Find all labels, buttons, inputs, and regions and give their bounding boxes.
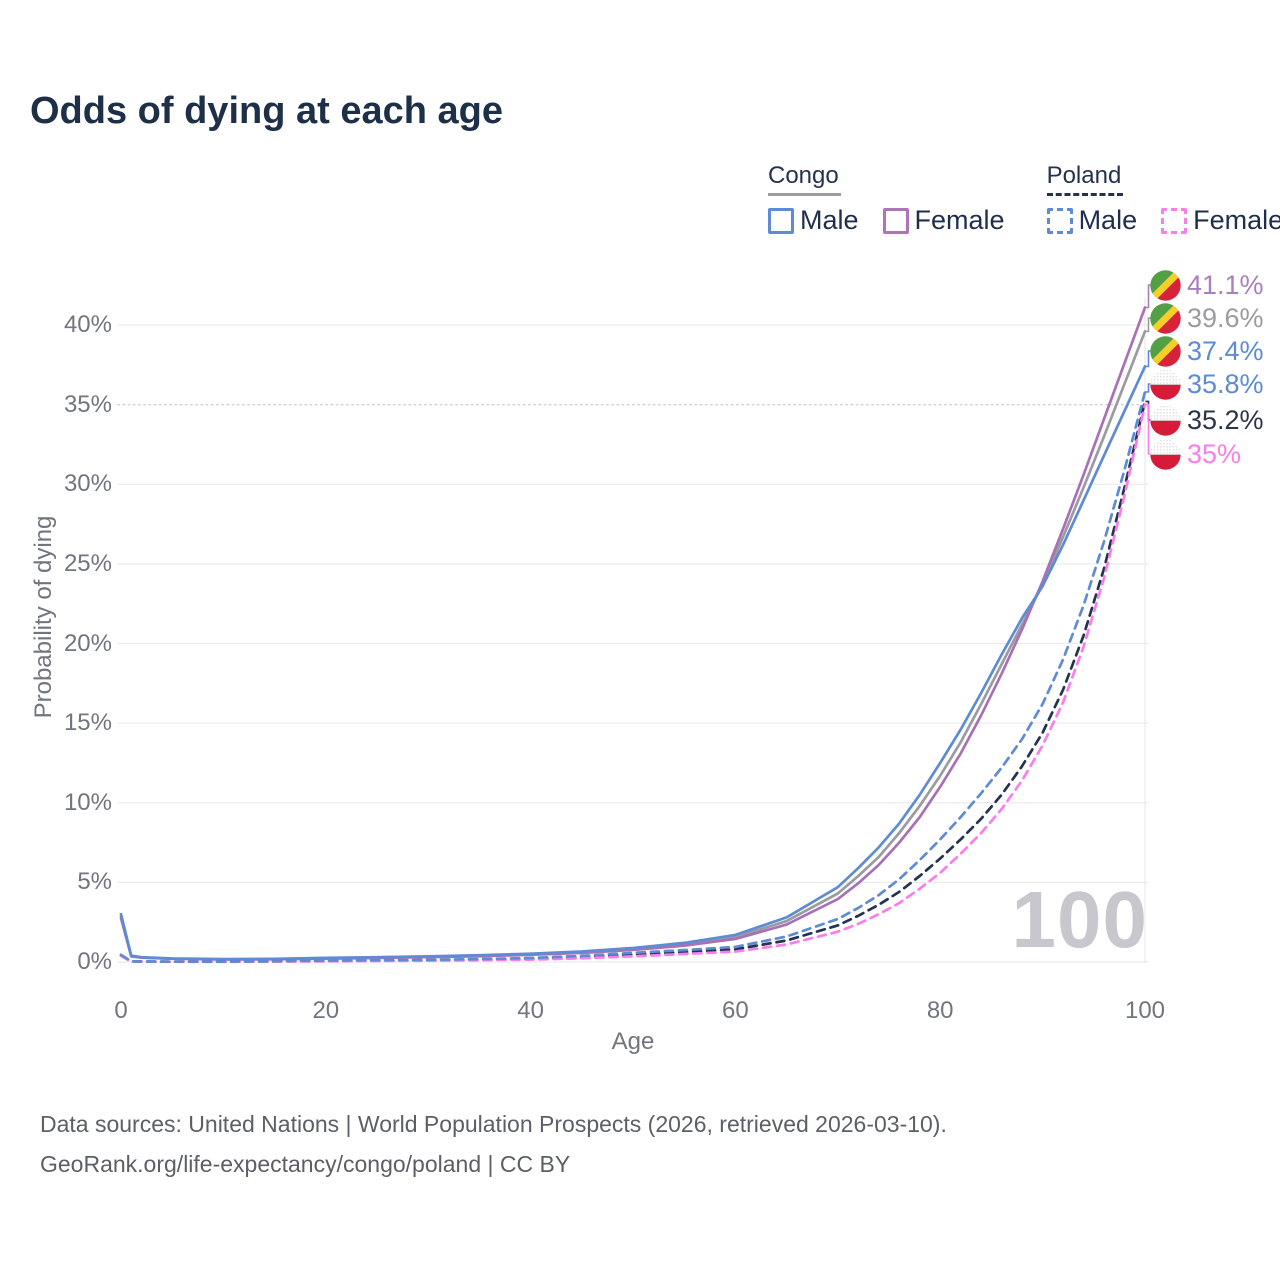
poland-flag-icon bbox=[1150, 438, 1181, 470]
end-label-congo-both: 39.6% bbox=[1150, 301, 1264, 335]
y-tick-label: 5% bbox=[77, 868, 112, 896]
series-line-congo-male bbox=[119, 365, 1147, 961]
footer-sources-line: Data sources: United Nations | World Pop… bbox=[40, 1111, 947, 1137]
y-tick-label: 40% bbox=[63, 311, 112, 338]
end-label-congo-male: 37.4% bbox=[1150, 334, 1264, 368]
end-label-value: 35% bbox=[1187, 438, 1242, 469]
footer-url-line: GeoRank.org/life-expectancy/congo/poland… bbox=[40, 1151, 571, 1177]
legend-group-poland: Poland Male Female bbox=[1046, 162, 1280, 236]
y-tick-label: 30% bbox=[63, 470, 112, 498]
congo-flag-icon bbox=[1150, 335, 1181, 367]
y-axis-title: Probability of dying bbox=[30, 515, 57, 719]
end-label-value: 39.6% bbox=[1187, 302, 1264, 333]
x-tick-label: 0 bbox=[114, 997, 128, 1024]
x-tick-label: 20 bbox=[312, 997, 340, 1024]
legend-item-label: Female bbox=[1193, 205, 1280, 235]
y-tick-label: 0% bbox=[77, 948, 112, 975]
end-label-value: 35.2% bbox=[1187, 404, 1264, 435]
end-label-congo-female: 41.1% bbox=[1150, 268, 1264, 302]
footer: Data sources: United Nations | World Pop… bbox=[40, 1104, 947, 1184]
end-label-leader-line bbox=[1145, 350, 1152, 368]
series-line-poland-both bbox=[119, 400, 1147, 964]
y-tick-label: 20% bbox=[63, 629, 112, 657]
series-line-congo-both bbox=[119, 330, 1147, 961]
congo-male-swatch-icon bbox=[768, 207, 794, 234]
end-label-value: 41.1% bbox=[1187, 269, 1264, 300]
poland-male-swatch-icon bbox=[1046, 207, 1073, 234]
y-tick-label: 35% bbox=[63, 390, 112, 418]
hover-age-watermark: 100 bbox=[1011, 875, 1148, 964]
end-label-poland-female: 35% bbox=[1150, 437, 1241, 471]
y-tick-label: 25% bbox=[63, 549, 112, 577]
poland-flag-icon bbox=[1150, 404, 1181, 436]
end-label-leader-line bbox=[1145, 403, 1152, 455]
poland-female-swatch-icon bbox=[1161, 207, 1188, 234]
end-label-leader-line bbox=[1145, 284, 1152, 309]
end-label-leader-line bbox=[1145, 383, 1152, 393]
end-label-poland-male: 35.8% bbox=[1150, 367, 1264, 401]
legend-item-poland-female[interactable]: Female bbox=[1161, 205, 1280, 236]
legend-item-congo-female[interactable]: Female bbox=[882, 205, 1005, 236]
end-label-poland-both: 35.2% bbox=[1150, 403, 1264, 437]
congo-flag-icon bbox=[1150, 302, 1181, 334]
end-label-leader-line bbox=[1145, 317, 1152, 333]
x-tick-label: 100 bbox=[1124, 997, 1166, 1024]
end-label-value: 37.4% bbox=[1187, 335, 1264, 366]
page-title: Odds of dying at each age bbox=[30, 90, 503, 132]
congo-female-swatch-icon bbox=[882, 207, 909, 234]
poland-flag-icon bbox=[1150, 368, 1181, 400]
legend-item-poland-male[interactable]: Male bbox=[1046, 205, 1138, 236]
y-tick-label: 10% bbox=[63, 788, 112, 816]
legend-item-label: Male bbox=[1078, 205, 1138, 235]
legend: Congo Male Female Poland Male Female bbox=[768, 162, 1280, 236]
x-tick-label: 80 bbox=[926, 997, 954, 1024]
series-line-poland-male bbox=[119, 390, 1147, 964]
x-tick-label: 40 bbox=[517, 997, 544, 1024]
y-tick-label: 15% bbox=[63, 709, 112, 737]
series-line-poland-female bbox=[119, 403, 1147, 964]
legend-item-label: Female bbox=[914, 205, 1005, 235]
end-label-value: 35.8% bbox=[1187, 368, 1264, 399]
x-axis-title: Age bbox=[611, 1028, 655, 1055]
legend-group-congo: Congo Male Female bbox=[768, 162, 1005, 236]
legend-item-congo-male[interactable]: Male bbox=[768, 205, 859, 236]
legend-country-congo[interactable]: Congo bbox=[768, 162, 841, 196]
legend-item-label: Male bbox=[800, 205, 859, 235]
congo-flag-icon bbox=[1150, 269, 1181, 301]
x-tick-label: 60 bbox=[722, 997, 749, 1024]
legend-country-poland[interactable]: Poland bbox=[1046, 162, 1124, 196]
